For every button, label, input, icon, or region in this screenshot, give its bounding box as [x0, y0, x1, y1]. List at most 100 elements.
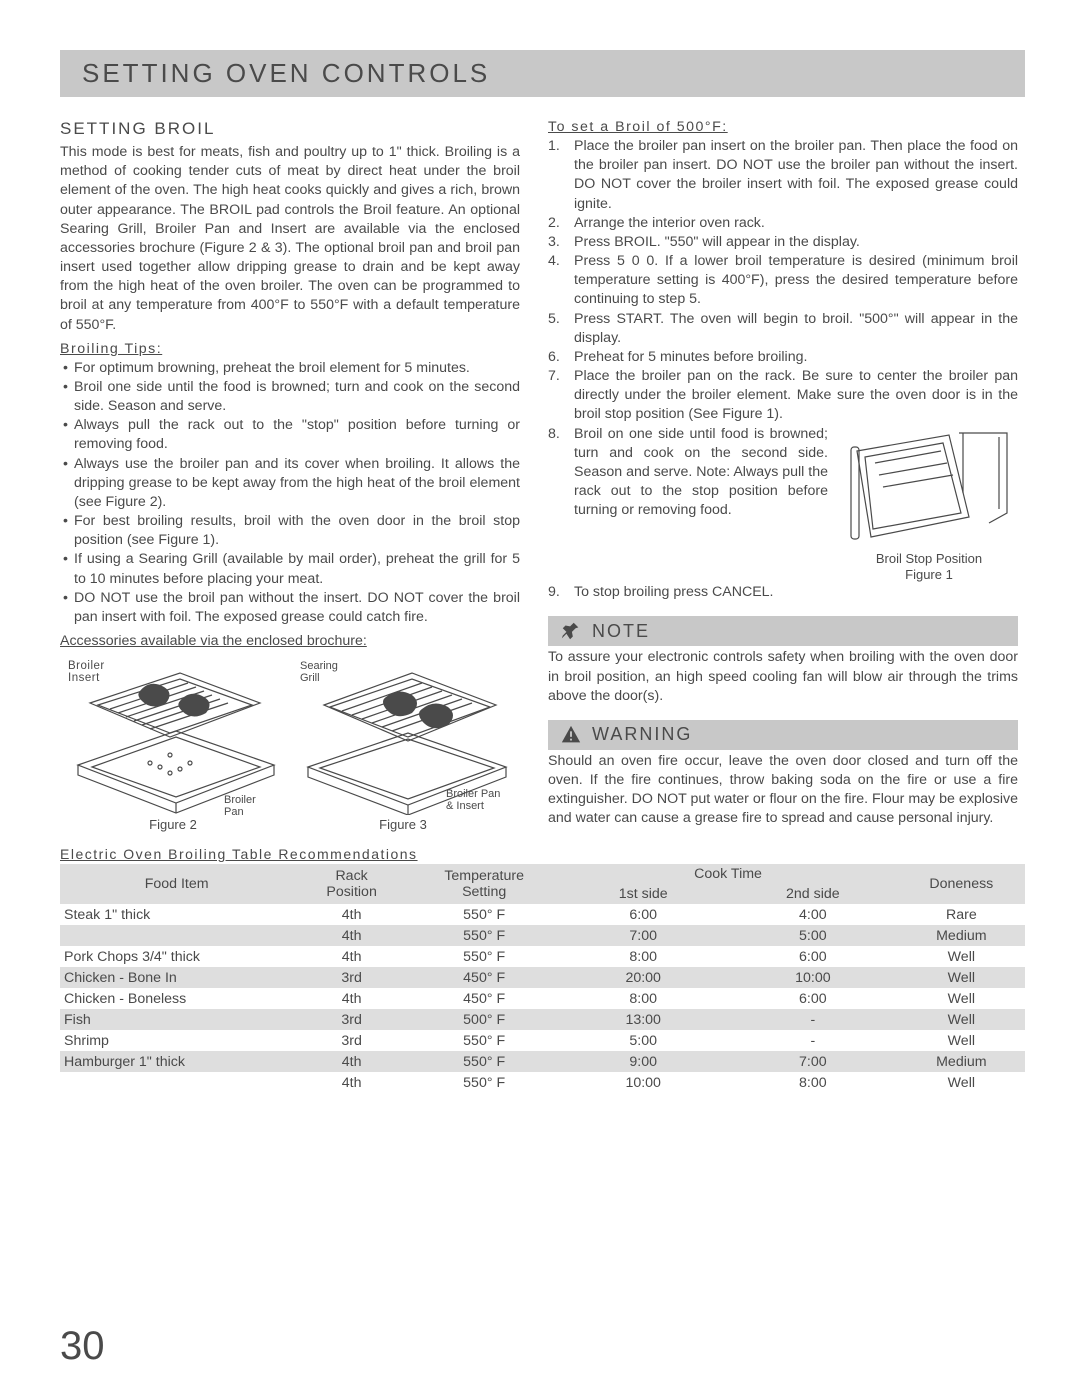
table-cell: - — [728, 1030, 898, 1051]
table-cell: Chicken - Boneless — [60, 988, 293, 1009]
pin-icon — [560, 620, 582, 642]
figure-1-caption: Figure 1 — [840, 567, 1018, 583]
table-cell — [60, 925, 293, 946]
warning-title: WARNING — [592, 724, 692, 745]
note-title: NOTE — [592, 621, 650, 642]
table-cell: 5:00 — [728, 925, 898, 946]
step-item: Press BROIL. "550" will appear in the di… — [548, 233, 1018, 252]
table-cell: Chicken - Bone In — [60, 967, 293, 988]
broil-stop-illustration — [841, 427, 1017, 545]
table-cell: 10:00 — [558, 1072, 728, 1093]
table-cell: Hamburger 1" thick — [60, 1051, 293, 1072]
table-cell: 4th — [293, 925, 410, 946]
table-cell: 450° F — [410, 988, 558, 1009]
table-cell: 550° F — [410, 946, 558, 967]
table-cell: 3rd — [293, 1009, 410, 1030]
page-number: 30 — [60, 1324, 105, 1369]
table-row: Chicken - Boneless4th450° F8:006:00Well — [60, 988, 1025, 1009]
table-cell: Steak 1" thick — [60, 904, 293, 925]
table-cell: 4th — [293, 904, 410, 925]
table-row: Hamburger 1" thick4th550° F9:007:00Mediu… — [60, 1051, 1025, 1072]
table-cell: Fish — [60, 1009, 293, 1030]
table-row: Steak 1" thick4th550° F6:004:00Rare — [60, 904, 1025, 925]
table-cell: 8:00 — [558, 946, 728, 967]
table-cell: 3rd — [293, 967, 410, 988]
tip-item: For best broiling results, broil with th… — [60, 512, 520, 550]
table-cell: 6:00 — [558, 904, 728, 925]
step-8-text: Broil on one side until food is browned;… — [574, 425, 828, 584]
table-cell — [60, 1072, 293, 1093]
svg-text:Searing: Searing — [300, 660, 338, 672]
table-row: 4th550° F10:008:00Well — [60, 1072, 1025, 1093]
step-item: Preheat for 5 minutes before broiling. — [548, 348, 1018, 367]
figure-1: Broil Stop Position Figure 1 — [840, 427, 1018, 584]
table-row: 4th550° F7:005:00Medium — [60, 925, 1025, 946]
th-done: Doneness — [898, 864, 1025, 904]
table-cell: Medium — [898, 925, 1025, 946]
th-rack: RackPosition — [293, 864, 410, 904]
table-cell: Well — [898, 967, 1025, 988]
figure-2: Broiler Insert — [60, 655, 286, 832]
warning-body: Should an oven fire occur, leave the ove… — [548, 750, 1018, 829]
th-side1: 1st side — [558, 884, 728, 904]
table-cell: 550° F — [410, 925, 558, 946]
table-cell: 6:00 — [728, 946, 898, 967]
table-cell: 550° F — [410, 1030, 558, 1051]
table-cell: 550° F — [410, 1072, 558, 1093]
tip-item: Always pull the rack out to the "stop" p… — [60, 416, 520, 454]
note-body: To assure your electronic controls safet… — [548, 646, 1018, 706]
table-cell: 450° F — [410, 967, 558, 988]
accessories-label: Accessories available via the enclosed b… — [60, 633, 520, 649]
table-cell: Well — [898, 1072, 1025, 1093]
step-item: Place the broiler pan on the rack. Be su… — [548, 367, 1018, 425]
broiling-tips-label: Broiling Tips: — [60, 341, 520, 357]
table-cell: 3rd — [293, 1030, 410, 1051]
tip-item: If using a Searing Grill (available by m… — [60, 550, 520, 588]
table-cell: - — [728, 1009, 898, 1030]
figure-1-label: Broil Stop Position — [840, 551, 1018, 567]
table-cell: Rare — [898, 904, 1025, 925]
searing-grill-illustration: Searing Grill — [290, 655, 516, 815]
table-cell: Shrimp — [60, 1030, 293, 1051]
table-body: Steak 1" thick4th550° F6:004:00Rare4th55… — [60, 904, 1025, 1093]
figures-row: Broiler Insert — [60, 655, 520, 832]
step-item: Place the broiler pan insert on the broi… — [548, 137, 1018, 214]
table-cell: Pork Chops 3/4" thick — [60, 946, 293, 967]
tip-item: Always use the broiler pan and its cover… — [60, 455, 520, 513]
svg-text:Broiler: Broiler — [68, 660, 105, 672]
table-cell: 6:00 — [728, 988, 898, 1009]
svg-text:Insert: Insert — [68, 672, 100, 684]
step-item: Press 5 0 0. If a lower broil temperatur… — [548, 252, 1018, 310]
table-cell: 13:00 — [558, 1009, 728, 1030]
table-cell: 4th — [293, 1051, 410, 1072]
table-row: Pork Chops 3/4" thick4th550° F8:006:00We… — [60, 946, 1025, 967]
figure-2-caption: Figure 2 — [149, 817, 197, 832]
table-cell: 4th — [293, 988, 410, 1009]
table-cell: 7:00 — [558, 925, 728, 946]
table-row: Chicken - Bone In3rd450° F20:0010:00Well — [60, 967, 1025, 988]
warning-callout: WARNING Should an oven fire occur, leave… — [548, 720, 1018, 829]
table-cell: 4th — [293, 1072, 410, 1093]
table-cell: 8:00 — [558, 988, 728, 1009]
table-cell: 4:00 — [728, 904, 898, 925]
step-8: Broil on one side until food is browned;… — [548, 425, 1018, 584]
svg-text:Pan: Pan — [224, 806, 244, 815]
table-cell: 8:00 — [728, 1072, 898, 1093]
figure-3: Searing Grill — [290, 655, 516, 832]
right-column: To set a Broil of 500°F: Place the broil… — [548, 119, 1018, 832]
columns: SETTING BROIL This mode is best for meat… — [60, 119, 1025, 832]
table-cell: 10:00 — [728, 967, 898, 988]
broil-intro: This mode is best for meats, fish and po… — [60, 143, 520, 335]
table-cell: Medium — [898, 1051, 1025, 1072]
table-cell: 9:00 — [558, 1051, 728, 1072]
table-cell: Well — [898, 1030, 1025, 1051]
table-cell: 5:00 — [558, 1030, 728, 1051]
page-title: SETTING OVEN CONTROLS — [82, 58, 1003, 89]
table-cell: 4th — [293, 946, 410, 967]
tip-item: DO NOT use the broil pan without the ins… — [60, 589, 520, 627]
figure-3-caption: Figure 3 — [379, 817, 427, 832]
note-callout: NOTE To assure your electronic controls … — [548, 616, 1018, 706]
table-row: Shrimp3rd550° F5:00-Well — [60, 1030, 1025, 1051]
header-bar: SETTING OVEN CONTROLS — [60, 50, 1025, 97]
th-food: Food Item — [60, 864, 293, 904]
